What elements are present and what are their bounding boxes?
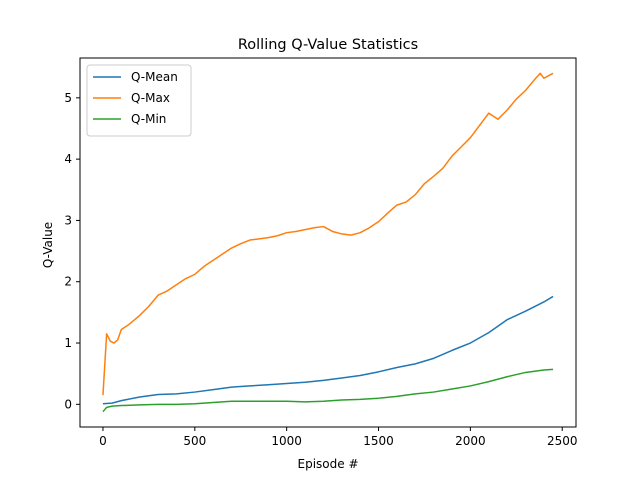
chart-title: Rolling Q-Value Statistics bbox=[238, 37, 418, 53]
x-axis-ticks: 0 500 1000 1500 2000 2500 bbox=[99, 427, 577, 448]
y-tick-label: 5 bbox=[64, 91, 72, 105]
legend-label: Q-Mean bbox=[131, 70, 178, 84]
series-line-q-min bbox=[102, 368, 554, 413]
plot-area bbox=[102, 72, 554, 413]
legend: Q-Mean Q-Max Q-Min bbox=[86, 64, 192, 137]
x-tick-label: 500 bbox=[183, 434, 206, 448]
x-tick-label: 2000 bbox=[455, 434, 486, 448]
series-line-q-mean bbox=[102, 295, 554, 405]
x-tick-label: 1000 bbox=[271, 434, 302, 448]
y-tick-label: 1 bbox=[64, 336, 72, 350]
y-tick-label: 3 bbox=[64, 213, 72, 227]
y-axis-ticks: 0 1 2 3 4 5 bbox=[64, 91, 80, 411]
x-tick-label: 0 bbox=[99, 434, 107, 448]
y-tick-label: 4 bbox=[64, 152, 72, 166]
y-tick-label: 2 bbox=[64, 275, 72, 289]
plot-frame bbox=[79, 57, 577, 428]
x-axis-label: Episode # bbox=[298, 457, 359, 471]
legend-label: Q-Min bbox=[131, 112, 166, 126]
y-tick-label: 0 bbox=[64, 397, 72, 411]
legend-label: Q-Max bbox=[131, 91, 170, 105]
x-tick-label: 1500 bbox=[363, 434, 394, 448]
y-axis-label: Q-Value bbox=[41, 222, 55, 268]
x-tick-label: 2500 bbox=[547, 434, 578, 448]
series-line-q-max bbox=[102, 72, 554, 396]
